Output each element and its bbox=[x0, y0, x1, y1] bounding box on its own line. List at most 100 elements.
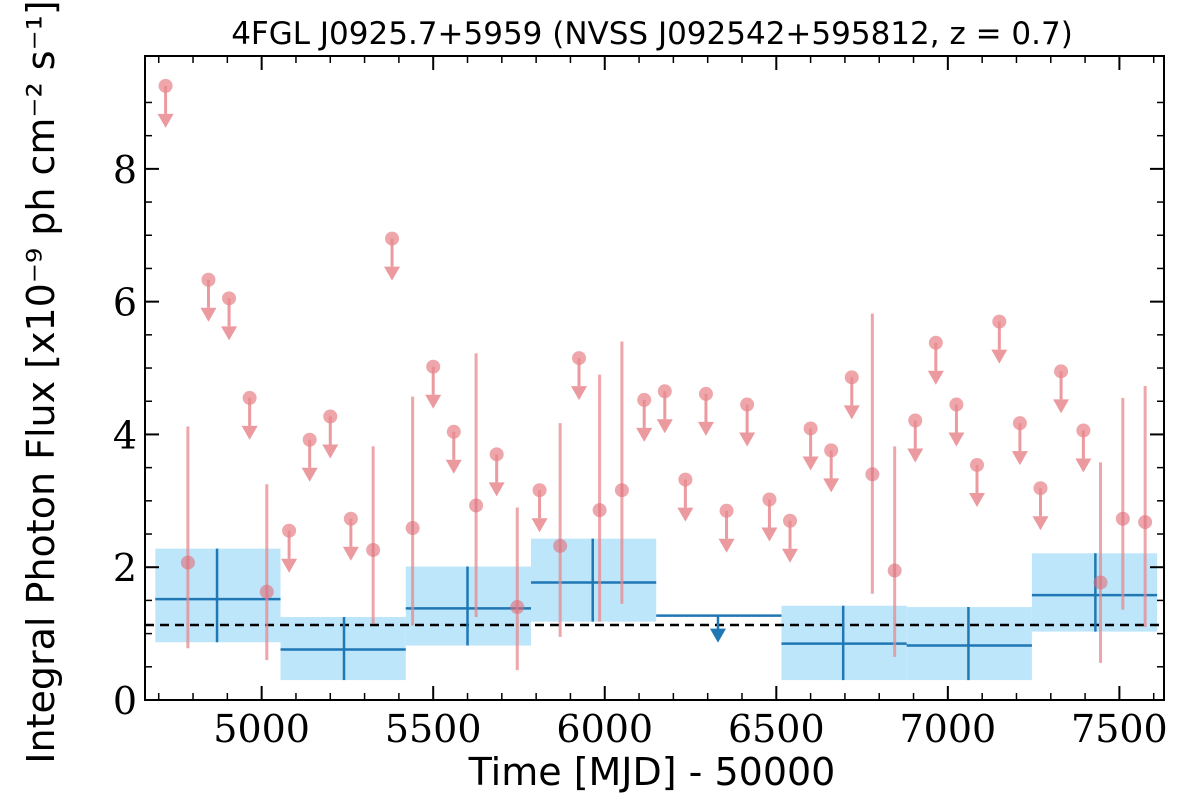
x-tick-label: 7500 bbox=[1071, 707, 1168, 751]
short-bin-ul-marker bbox=[222, 291, 237, 306]
short-bin-ul-arrow bbox=[948, 432, 965, 447]
short-bin-point bbox=[1115, 511, 1130, 526]
short-bin-ul-arrow bbox=[656, 419, 673, 434]
short-bin-ul-marker bbox=[992, 314, 1007, 329]
y-tick-label: 4 bbox=[113, 413, 137, 457]
x-tick-label: 5000 bbox=[213, 707, 310, 751]
short-bin-ul-marker bbox=[385, 231, 400, 246]
long-bin-ul-arrow bbox=[709, 628, 726, 643]
short-bin-ul-arrow bbox=[739, 432, 756, 447]
short-bin-ul-marker bbox=[201, 272, 216, 287]
short-bin-ul-arrow bbox=[488, 482, 505, 497]
short-bin-point bbox=[1138, 515, 1153, 530]
short-bin-ul-marker bbox=[343, 511, 358, 526]
short-bin-ul-arrow bbox=[221, 326, 238, 341]
x-tick-label: 6000 bbox=[556, 707, 653, 751]
short-bin-ul-marker bbox=[928, 335, 943, 350]
short-bin-ul-marker bbox=[908, 413, 923, 428]
short-bin-ul-arrow bbox=[1032, 516, 1049, 531]
short-bin-ul-arrow bbox=[802, 456, 819, 471]
short-bin-ul-marker bbox=[657, 384, 672, 399]
short-bin-point bbox=[259, 584, 274, 599]
short-bin-ul-marker bbox=[762, 492, 777, 507]
y-tick-label: 8 bbox=[113, 148, 137, 192]
short-bin-ul-marker bbox=[949, 397, 964, 412]
short-bin-ul-arrow bbox=[907, 448, 924, 463]
short-bin-ul-marker bbox=[1076, 423, 1091, 438]
short-bin-ul-marker bbox=[426, 359, 441, 374]
short-bin-ul-arrow bbox=[1053, 399, 1070, 414]
short-bin-ul-arrow bbox=[342, 546, 359, 561]
plot-frame bbox=[144, 55, 1165, 701]
long-bin-series bbox=[155, 538, 1158, 681]
short-bin-ul-arrow bbox=[823, 478, 840, 493]
short-bin-ul-marker bbox=[302, 432, 317, 447]
short-bin-ul-arrow bbox=[322, 444, 339, 459]
short-bin-ul-arrow bbox=[445, 459, 462, 474]
short-bin-ul-arrow bbox=[531, 518, 548, 533]
short-bin-ul-arrow bbox=[425, 394, 442, 409]
short-bin-ul-marker bbox=[1054, 364, 1069, 379]
short-bin-ul-arrow bbox=[843, 405, 860, 420]
y-tick-label: 6 bbox=[113, 281, 137, 325]
short-bin-ul-marker bbox=[824, 443, 839, 458]
short-bin-ul-marker bbox=[719, 503, 734, 518]
short-bin-ul-arrow bbox=[697, 421, 714, 436]
short-bin-ul-marker bbox=[446, 424, 461, 439]
short-bin-ul-arrow bbox=[157, 113, 174, 128]
short-bin-point bbox=[865, 467, 880, 482]
short-bin-ul-marker bbox=[970, 457, 985, 472]
short-bin-ul-marker bbox=[637, 392, 652, 407]
short-bin-ul-marker bbox=[1033, 481, 1048, 496]
short-bin-ul-marker bbox=[678, 472, 693, 487]
short-bin-ul-marker bbox=[242, 390, 257, 405]
short-bin-ul-arrow bbox=[969, 492, 986, 507]
x-axis-label: Time [MJD] - 50000 bbox=[468, 750, 836, 794]
short-bin-point bbox=[405, 521, 420, 536]
short-bin-ul-arrow bbox=[384, 266, 401, 281]
short-bin-point bbox=[553, 538, 568, 553]
short-bin-ul-marker bbox=[489, 447, 504, 462]
chart-title: 4FGL J0925.7+5959 (NVSS J092542+595812, … bbox=[231, 16, 1073, 52]
short-bin-ul-arrow bbox=[281, 558, 298, 573]
x-tick-label: 5500 bbox=[385, 707, 482, 751]
short-bin-ul-marker bbox=[532, 483, 547, 498]
short-bin-ul-marker bbox=[282, 523, 297, 538]
short-bin-ul-arrow bbox=[241, 425, 258, 440]
short-bin-ul-arrow bbox=[636, 427, 653, 442]
short-bin-ul-marker bbox=[803, 421, 818, 436]
short-bin-ul-arrow bbox=[718, 538, 735, 553]
short-bin-ul-marker bbox=[783, 513, 798, 528]
axes: 5000 5500 6000 6500 7000 7500 0 2 4 6 8 bbox=[113, 55, 1168, 751]
short-bin-series bbox=[157, 78, 1153, 671]
long-bin-bands bbox=[155, 538, 1158, 681]
short-bin-ul-arrow bbox=[991, 349, 1008, 364]
short-bin-ul-arrow bbox=[677, 507, 694, 522]
short-bin-point bbox=[1093, 575, 1108, 590]
short-bin-ul-marker bbox=[572, 351, 587, 366]
short-bin-point bbox=[614, 483, 629, 498]
short-bin-ul-marker bbox=[844, 370, 859, 385]
short-bin-ul-arrow bbox=[571, 386, 588, 401]
short-bin-ul-arrow bbox=[927, 370, 944, 385]
x-tick-label: 6500 bbox=[728, 707, 825, 751]
short-bin-ul-arrow bbox=[1011, 451, 1028, 466]
x-tick-label: 7000 bbox=[899, 707, 996, 751]
short-bin-ul-arrow bbox=[761, 527, 778, 542]
y-tick-label: 0 bbox=[113, 679, 137, 723]
short-bin-ul-arrow bbox=[301, 467, 318, 482]
short-bin-ul-arrow bbox=[782, 548, 799, 563]
short-bin-ul-marker bbox=[698, 386, 713, 401]
short-bin-ul-arrow bbox=[200, 307, 217, 322]
y-tick-label: 2 bbox=[113, 546, 137, 590]
short-bin-point bbox=[510, 600, 525, 615]
short-bin-ul-marker bbox=[740, 397, 755, 412]
y-axis-label: Integral Photon Flux [x10⁻⁹ ph cm⁻² s⁻¹] bbox=[19, 0, 63, 763]
short-bin-ul-marker bbox=[158, 78, 173, 93]
short-bin-ul-arrow bbox=[1075, 458, 1092, 473]
short-bin-point bbox=[366, 542, 381, 557]
short-bin-point bbox=[180, 555, 195, 570]
short-bin-point bbox=[592, 503, 607, 518]
short-bin-ul-marker bbox=[323, 409, 338, 424]
